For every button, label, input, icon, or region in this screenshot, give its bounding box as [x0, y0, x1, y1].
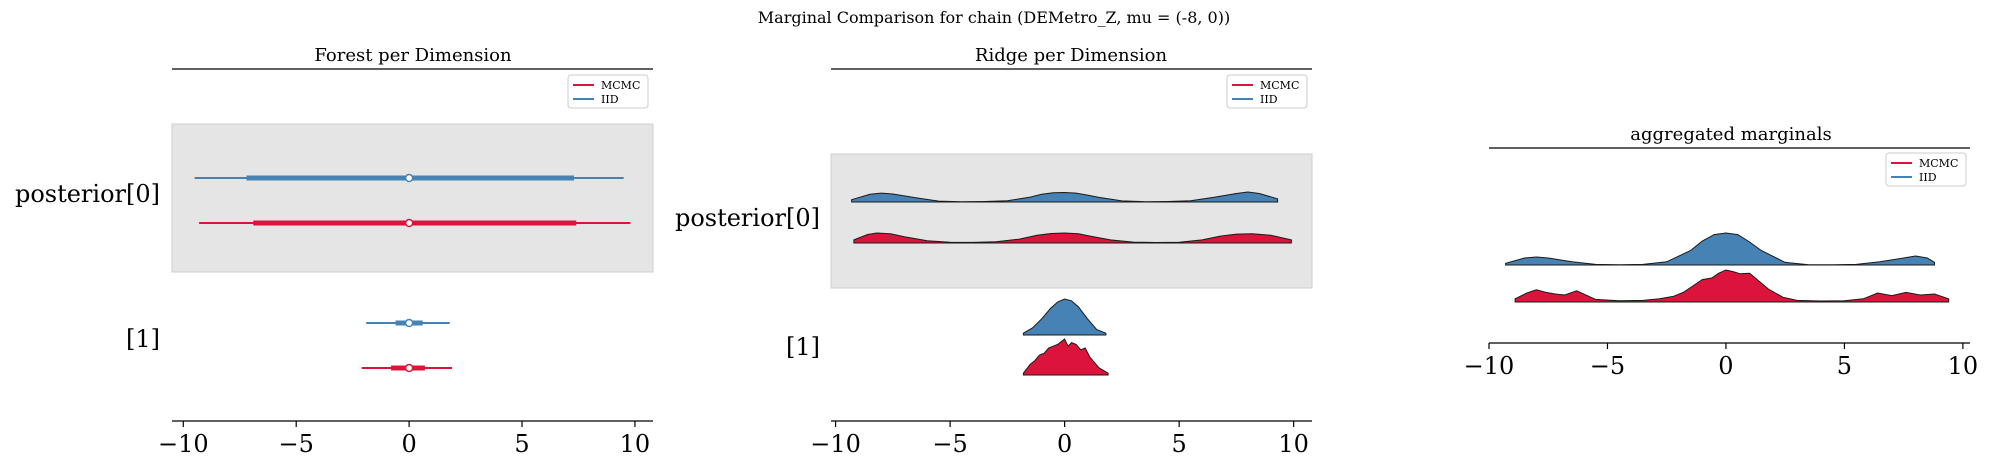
forest-point-iid [404, 318, 414, 328]
x-tick-label: 0 [1718, 352, 1733, 380]
x-tick-label: 10 [1948, 352, 1979, 380]
ridge-panel: Ridge per Dimension posterior[0] [1] MCMCI… [675, 45, 1313, 458]
x-tick-label: −5 [279, 430, 314, 458]
ridge-mcmc-row0 [853, 232, 1292, 244]
x-tick-label: 0 [1057, 430, 1072, 458]
x-tick-label: 0 [401, 430, 416, 458]
x-tick-label: −5 [932, 430, 967, 458]
x-tick-label: 10 [1278, 430, 1309, 458]
aggregated-ridge-mcmc [1514, 269, 1950, 303]
ridge-iid-row0 [851, 191, 1279, 203]
x-tick-label: 5 [1837, 352, 1852, 380]
x-tick-label: 5 [1172, 430, 1187, 458]
x-tick-label: 5 [514, 430, 529, 458]
aggregated-ridge-iid [1505, 232, 1936, 266]
x-tick-label: −10 [810, 430, 861, 458]
ridge-iid-row1 [1022, 298, 1107, 336]
aggregated-panel-title: aggregated marginals [1630, 124, 1831, 145]
forest-panel-title: Forest per Dimension [314, 45, 512, 66]
x-tick-label: −5 [1590, 352, 1625, 380]
legend-label-iid: IID [1260, 93, 1278, 106]
ridge-mcmc-row1 [1022, 338, 1109, 376]
row-label: posterior[0] [675, 204, 820, 232]
row-band [830, 153, 1313, 289]
forest-point-mcmc [404, 363, 414, 373]
legend-label-iid: IID [1919, 171, 1937, 184]
legend-label-mcmc: MCMC [601, 79, 640, 92]
x-tick-label: 10 [620, 430, 651, 458]
x-tick-label: −10 [158, 430, 209, 458]
x-tick-label: −10 [1464, 352, 1515, 380]
legend-label-iid: IID [601, 93, 619, 106]
forest-panel: Forest per Dimension posterior[0] [1] MCMC… [15, 45, 654, 458]
forest-point-iid [404, 173, 414, 183]
row-label: posterior[0] [15, 180, 160, 208]
figure-suptitle: Marginal Comparison for chain (DEMetro_Z… [758, 8, 1230, 27]
legend-label-mcmc: MCMC [1919, 157, 1958, 170]
legend-label-mcmc: MCMC [1260, 79, 1299, 92]
row-label: [1] [786, 333, 820, 361]
row-band [171, 123, 654, 273]
row-label: [1] [126, 325, 160, 353]
forest-point-mcmc [404, 218, 414, 228]
ridge-panel-title: Ridge per Dimension [975, 45, 1168, 66]
